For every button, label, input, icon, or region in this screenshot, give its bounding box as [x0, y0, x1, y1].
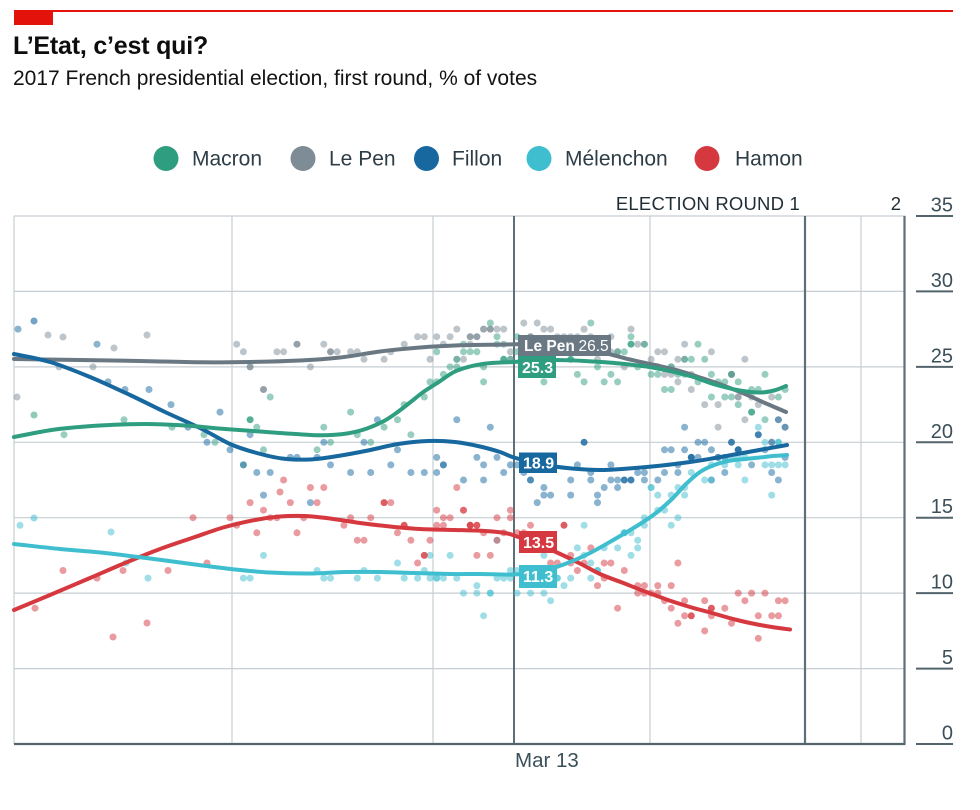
- svg-text:30: 30: [931, 270, 953, 292]
- svg-text:18.9: 18.9: [523, 456, 554, 473]
- svg-text:35: 35: [931, 195, 953, 217]
- svg-text:2: 2: [891, 193, 901, 214]
- svg-text:Mélenchon: Mélenchon: [565, 148, 668, 171]
- svg-text:13.5: 13.5: [523, 535, 554, 552]
- svg-text:Le Pen: Le Pen: [329, 148, 396, 171]
- svg-text:20: 20: [931, 421, 953, 443]
- svg-text:Macron: Macron: [192, 148, 262, 171]
- svg-text:ELECTION ROUND 1: ELECTION ROUND 1: [616, 193, 800, 214]
- svg-text:15: 15: [931, 496, 953, 518]
- svg-text:Le Pen: Le Pen: [524, 338, 575, 355]
- svg-text:25.3: 25.3: [522, 360, 553, 377]
- svg-text:11.3: 11.3: [523, 569, 553, 586]
- svg-text:5: 5: [942, 647, 953, 669]
- svg-text:Hamon: Hamon: [735, 148, 803, 171]
- svg-text:10: 10: [931, 572, 953, 594]
- svg-text:Mar 13: Mar 13: [515, 749, 579, 772]
- svg-text:0: 0: [942, 723, 953, 745]
- svg-text:L’Etat, c’est qui?: L’Etat, c’est qui?: [13, 32, 208, 60]
- svg-text:2017 French presidential elect: 2017 French presidential election, first…: [13, 67, 537, 90]
- svg-text:25: 25: [931, 345, 953, 367]
- svg-text:26.5: 26.5: [579, 338, 609, 355]
- svg-text:Fillon: Fillon: [452, 148, 502, 171]
